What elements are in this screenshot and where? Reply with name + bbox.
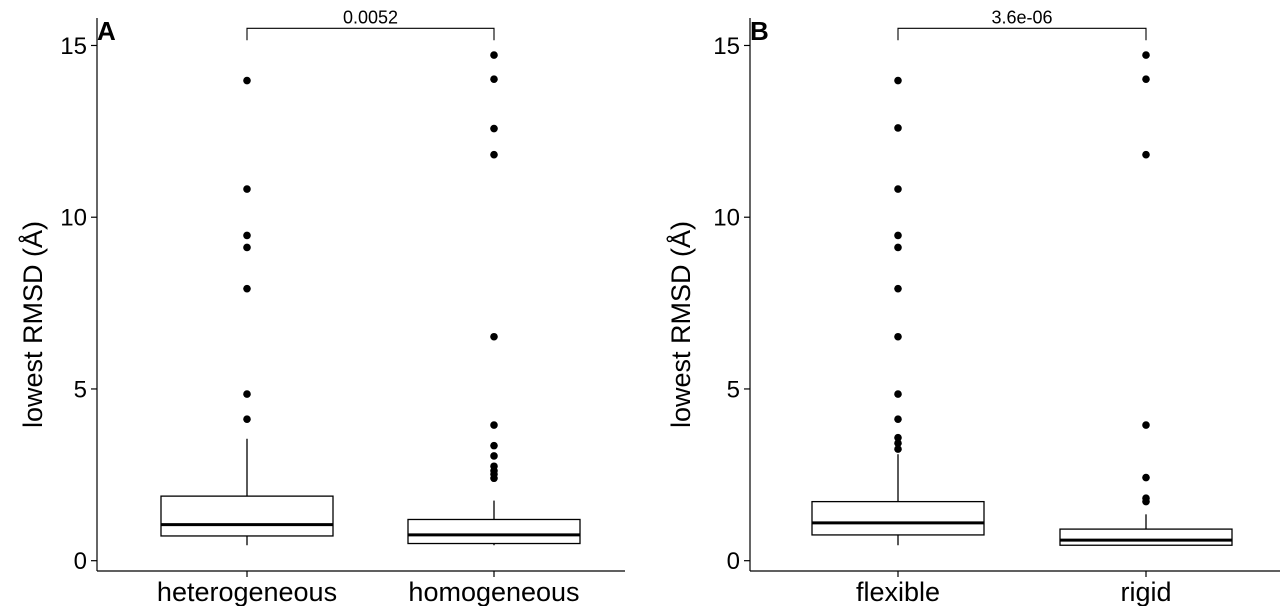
outlier-point [894,185,902,193]
iqr-box [160,495,334,537]
outlier-point [490,452,498,460]
iqr-box [407,518,581,545]
outlier-point [243,415,251,423]
y-axis-title: lowest RMSD (Å) [665,221,696,428]
outlier-point [243,284,251,293]
box-flexible [811,76,985,546]
outlier-point [243,231,251,240]
y-tick-label: 0 [727,548,740,575]
iqr-box [1059,528,1233,546]
significance-bracket [897,27,1147,41]
y-tick-label: 5 [727,376,740,403]
outlier-point [490,332,498,341]
outlier-point [1142,51,1150,59]
y-tick-label: 0 [74,548,87,575]
outlier-point [243,76,251,85]
outlier-point [1142,494,1150,502]
iqr-box [811,500,985,536]
p-value-label: 0.0052 [343,7,398,27]
outlier-point [894,445,902,453]
box-rigid [1059,51,1233,546]
y-tick-label: 5 [74,376,87,403]
outlier-point [490,51,498,59]
y-tick-label: 10 [713,205,740,232]
outlier-point [1142,473,1150,482]
outlier-point [1142,150,1150,159]
outlier-point [490,441,498,450]
outlier-point [1142,421,1150,429]
outlier-point [243,390,251,398]
outlier-point [894,439,902,448]
box-homogeneous [407,51,581,546]
outlier-point [243,185,251,193]
chart-panel-a: A 0 5 10 15 lowest RMSD (Å) heterogeneous homog… [17,7,625,606]
outlier-point [894,415,902,423]
outlier-point [894,243,902,252]
chart-panel-b: B 0 5 10 15 lowest RMSD (Å) flexible rigid 3.6e-… [665,7,1280,606]
outlier-point [490,462,498,471]
x-tick-label: homogeneous [408,577,579,606]
outlier-point [894,332,902,341]
panel-label: B [750,16,769,46]
outlier-point [490,75,498,83]
y-tick-label: 15 [713,33,740,60]
outlier-point [490,150,498,159]
y-axis-title: lowest RMSD (Å) [17,221,48,428]
outlier-point [894,124,902,132]
outlier-point [894,433,902,442]
y-tick-label: 15 [60,33,87,60]
box-heterogeneous [160,76,334,546]
outlier-point [1142,75,1150,83]
outlier-point [490,421,498,429]
outlier-point [894,284,902,293]
y-tick-label: 10 [60,205,87,232]
outlier-point [490,124,498,133]
outlier-point [894,390,902,398]
x-tick-label: flexible [856,577,940,606]
x-tick-label: rigid [1120,577,1171,606]
p-value-label: 3.6e-06 [991,7,1052,27]
outlier-point [894,76,902,85]
outlier-point [894,231,902,240]
significance-bracket [246,27,495,41]
panel-label: A [97,16,116,46]
x-tick-label: heterogeneous [157,577,337,606]
outlier-point [243,243,251,252]
